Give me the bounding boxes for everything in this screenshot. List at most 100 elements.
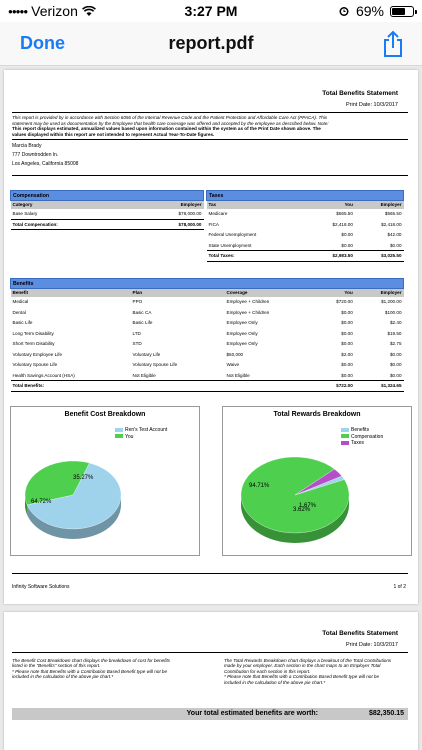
cell: $78,000.00 (178, 211, 202, 216)
chart-title: Total Rewards Breakdown (273, 411, 361, 418)
legend-swatch (341, 440, 349, 445)
cell: Long Term Disability (12, 330, 54, 336)
clock: 3:27 PM (184, 3, 238, 19)
note-line: made by your employer. Each section in t… (224, 663, 381, 669)
wifi-icon (81, 5, 96, 16)
cell: PPO (132, 299, 143, 305)
legend-label: Benefits (351, 427, 370, 433)
disclaimer-line: This report is provided by in accordance… (12, 115, 328, 120)
cell: Base Salary (12, 211, 38, 216)
cell: Basic CA (132, 309, 152, 315)
cell: Not Eligible (226, 372, 250, 378)
pdf-page-1: Total Benefits Statement Print Date: 10/… (4, 70, 418, 604)
cell: Federal Unemployment (208, 232, 257, 238)
cell: $2,418.00 (332, 221, 353, 227)
pie-slice-side (241, 495, 349, 543)
total-worth-bar: Your total estimated benefits are worth:… (12, 708, 408, 720)
share-icon[interactable] (382, 30, 404, 58)
cell: Voluntary Employee Life (12, 351, 63, 357)
battery-icon (390, 5, 417, 17)
pdf-viewer[interactable]: Total Benefits Statement Print Date: 10/… (0, 66, 422, 750)
pie-chart: 1.67% 94.71% 3.62% (240, 456, 350, 543)
table-row: Short Term Disability STD Employee Only $0.… (11, 339, 404, 350)
column-header: Employer (354, 200, 404, 209)
legend-label: Ren's Test Account (125, 427, 168, 433)
legend-item: You (115, 434, 167, 441)
cell: $0.00 (341, 309, 353, 315)
carrier: ●●●●● Verizon (8, 3, 96, 19)
legend-swatch (341, 434, 349, 439)
legend-item: Ren's Test Account (115, 427, 167, 434)
table-row: State Unemployment $0.00 $0.00 (207, 240, 404, 251)
pie-value-label: 64.72% (31, 499, 52, 505)
cell: $1,200.00 (381, 299, 402, 305)
table-row: Long Term Disability LTD Employee Only $0.0… (11, 328, 404, 339)
note-line: * Please note that Benefits with a Contr… (224, 674, 380, 680)
table-row: Base Salary $78,000.00 (11, 209, 204, 220)
cell: $0.00 (390, 372, 402, 378)
column-header: Benefit (10, 288, 131, 297)
carrier-label: Verizon (31, 3, 78, 19)
benefit-cost-chart: Benefit Cost Breakdown Ren's Test Accoun… (10, 406, 200, 556)
legend-swatch (115, 427, 123, 432)
battery-level (392, 7, 406, 15)
divider (12, 652, 408, 653)
address-line-1: 777 Downtrodden ln. (12, 152, 59, 158)
benefits-header: Benefits (10, 278, 404, 289)
status-right: 69% (338, 3, 417, 19)
cell: $0.00 (390, 351, 402, 357)
column-header: Employer (135, 200, 204, 209)
pie-slice-side (25, 495, 28, 515)
divider (12, 139, 408, 140)
legend-swatch (341, 427, 349, 432)
disclaimer-bold-line: This report displays estimated, annualiz… (12, 126, 321, 132)
table-row: FICA $2,418.00 $2,418.00 (207, 219, 404, 230)
column-header: Employer (354, 288, 404, 297)
print-date: Print Date: 10/3/2017 (346, 102, 398, 108)
cell: STD (132, 341, 142, 347)
legend-label: Taxes (351, 440, 365, 446)
cell: Employee + Children (226, 309, 270, 315)
divider (12, 175, 408, 176)
total-worth-label: Your total estimated benefits are worth: (186, 710, 318, 717)
cell: $2.40 (390, 320, 402, 326)
column-header: Coverage (224, 288, 315, 297)
note-line: Contribution for each section in this re… (224, 668, 311, 674)
cell: Total Taxes: (206, 250, 308, 262)
cell: $2,983.50 (307, 250, 355, 262)
table-row: Health Savings Account (HSA) Not Eligible… (11, 370, 404, 381)
table-row: Medicare $565.50 $565.50 (207, 209, 404, 220)
disclaimer: This report is provided by in accordance… (12, 115, 408, 137)
column-header: Tax (206, 200, 308, 209)
print-date: Print Date: 10/3/2017 (346, 642, 398, 648)
cell: Total Compensation: (10, 218, 136, 230)
benefit-cost-note: The Benefit Cost Breakdown chart display… (12, 658, 190, 680)
disclaimer-line: statement may be used as documentation b… (12, 120, 329, 126)
legend-item: Taxes (341, 440, 383, 447)
cell: $720.00 (336, 299, 353, 305)
pie-value-label: 3.62% (293, 507, 311, 513)
cell: $0.00 (390, 242, 402, 248)
pie-value-label: 94.71% (249, 483, 270, 489)
total-row: Total Benefits: $722.00 $1,324.65 (10, 380, 404, 392)
cell: $2,418.00 (381, 221, 402, 227)
pie-slice (26, 462, 122, 530)
total-worth-value: $82,350.15 (368, 710, 404, 717)
column-header: You (314, 288, 355, 297)
column-header: Category (10, 200, 136, 209)
table-row: Federal Unemployment $0.00 $42.00 (207, 230, 404, 241)
table-row: Medical PPO Employee + Children $720.00 $1,2… (11, 297, 404, 308)
compensation-header: Compensation (10, 190, 204, 201)
status-bar: ●●●●● Verizon 3:27 PM 69% (0, 0, 422, 22)
report-title: Total Benefits Statement (322, 90, 398, 97)
total-row: Total Compensation: $78,000.00 (10, 218, 204, 230)
pdf-page-2: Total Benefits Statement Print Date: 10/… (4, 612, 418, 750)
legend-swatch (115, 434, 123, 439)
column-header: You (307, 200, 355, 209)
taxes-header: Taxes (206, 190, 404, 201)
cell: $2.75 (390, 341, 402, 347)
total-row: Total Taxes: $2,983.50 $3,025.50 (206, 250, 404, 262)
done-button[interactable]: Done (20, 33, 65, 53)
note-line: included in the calculation of the above… (12, 674, 114, 680)
cell: State Unemployment (208, 242, 252, 248)
